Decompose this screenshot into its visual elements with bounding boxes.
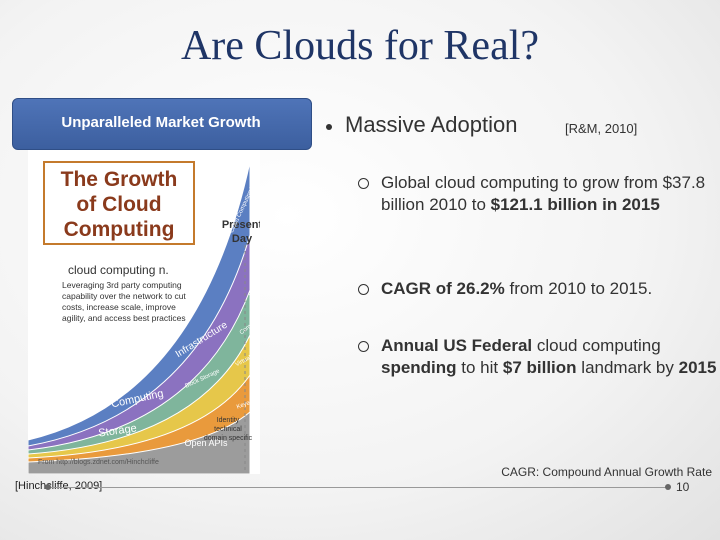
text-run: CAGR of 26.2% xyxy=(381,279,505,298)
sub-bullet: Global cloud computing to grow from $37.… xyxy=(381,172,717,216)
heading-box xyxy=(12,98,312,150)
layer-label: Open APIs xyxy=(184,438,228,448)
text-run: from 2010 to 2015. xyxy=(504,279,653,298)
present-day-label: Present xyxy=(222,219,260,231)
image-citation: [Hinchcliffe, 2009] xyxy=(15,480,103,492)
bullet xyxy=(326,124,332,130)
infographic-title: of Cloud xyxy=(76,193,161,216)
sub-bullet: CAGR of 26.2% from 2010 to 2015. xyxy=(381,278,717,300)
infographic-title: Computing xyxy=(64,218,175,241)
infographic-title-box xyxy=(43,161,195,245)
definition-line: costs, increase scale, improve xyxy=(62,302,176,312)
text-run: $7 billion xyxy=(502,358,577,377)
image-source: From http://blogs.zdnet.com/Hinchcliffe xyxy=(38,459,159,466)
footer-dot xyxy=(665,484,671,490)
footer-dot xyxy=(45,484,51,490)
text-run: 2015 xyxy=(678,358,717,377)
definition-line: Leveraging 3rd party computing xyxy=(62,280,182,290)
text-run: landmark by xyxy=(576,358,679,377)
page-number: 10 xyxy=(676,480,690,494)
band xyxy=(28,410,251,474)
sub-bullet: Annual US Federal cloud computing spendi… xyxy=(381,335,717,379)
identity-label: domain specific xyxy=(204,435,253,442)
growth-bands xyxy=(28,161,251,474)
text-run: Annual US Federal xyxy=(381,336,533,355)
present-day-label: Day xyxy=(232,233,253,245)
identity-label: technical xyxy=(214,426,242,433)
footer-rule xyxy=(48,487,668,488)
panel-heading: Unparalleled Market Growth xyxy=(61,114,261,131)
definition-line: agility, and access best practices xyxy=(62,313,186,323)
identity-label: Identity xyxy=(217,417,240,424)
text-run: Global cloud computing to grow from $37.… xyxy=(381,173,706,214)
main-bullet: Massive Adoption xyxy=(345,112,518,137)
slide-title: Are Clouds for Real? xyxy=(180,23,540,69)
bullet-citation: [R&M, 2010] xyxy=(565,121,638,136)
footnote: CAGR: Compound Annual Growth Rate xyxy=(501,465,712,479)
text-run: $121.1 billion in 2015 xyxy=(490,195,660,214)
text-run: spending xyxy=(381,358,457,377)
sub-bullet-marker xyxy=(358,178,369,189)
sub-bullet-marker xyxy=(358,284,369,295)
text-run: cloud computing xyxy=(532,336,661,355)
layer-label: Storage xyxy=(98,422,138,439)
definition-line: capability over the network to cut xyxy=(62,291,186,301)
text-run: to hit xyxy=(456,358,503,377)
term: cloud computing n. xyxy=(68,263,169,277)
infographic-title: The Growth xyxy=(61,168,178,191)
sub-bullet-marker xyxy=(358,341,369,352)
